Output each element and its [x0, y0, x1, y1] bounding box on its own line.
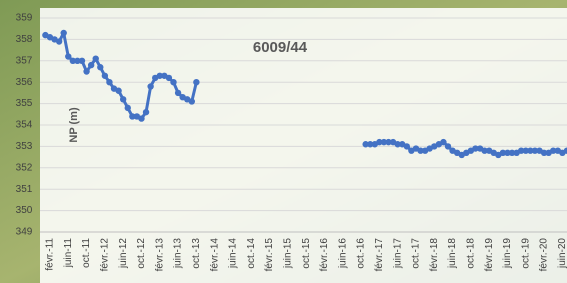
x-tick-label: févr.-13	[154, 238, 165, 272]
x-tick-label: juin-13	[173, 238, 184, 269]
x-tick-label: févr.-18	[429, 238, 440, 272]
point	[93, 55, 99, 61]
x-tick-label: oct.-19	[520, 238, 531, 269]
point	[125, 105, 131, 111]
x-tick-label: oct.-15	[301, 238, 312, 269]
x-tick-label: juin-15	[283, 238, 294, 269]
y-tick-label: 357	[16, 55, 33, 66]
annotation: 6009/44	[253, 39, 308, 56]
y-tick-label: 354	[16, 120, 33, 131]
point	[143, 109, 149, 115]
y-tick-label: 349	[16, 227, 33, 238]
point	[193, 79, 199, 85]
x-tick-label: oct.-18	[466, 238, 477, 269]
y-tick-label: 351	[16, 184, 33, 195]
y-tick-label: 358	[16, 34, 33, 45]
point	[115, 88, 121, 94]
chart: 6009/44 NP (m) 3493503513523533543553563…	[0, 0, 567, 283]
point	[106, 79, 112, 85]
x-tick-label: oct.-14	[246, 238, 257, 269]
point	[83, 68, 89, 74]
point	[138, 115, 144, 121]
point	[189, 98, 195, 104]
y-tick-label: 353	[16, 141, 33, 152]
y-tick-label: 355	[16, 98, 33, 109]
x-tick-label: févr.-12	[100, 238, 111, 272]
point	[97, 64, 103, 70]
x-tick-label: juin-11	[63, 238, 74, 269]
x-tick-label: juin-18	[447, 238, 458, 269]
x-tick-label: juin-14	[228, 238, 239, 269]
x-tick-label: févr.-17	[374, 238, 385, 272]
y-tick-label: 352	[16, 162, 33, 173]
x-tick-label: févr.-16	[319, 238, 330, 272]
point	[61, 30, 67, 36]
x-tick-label: oct.-12	[136, 238, 147, 269]
x-tick-label: oct.-13	[191, 238, 202, 269]
point	[102, 73, 108, 79]
x-tick-label: févr.-19	[484, 238, 495, 272]
x-tick-label: juin-20	[557, 238, 567, 269]
x-tick-label: févr.-20	[539, 238, 550, 272]
x-tick-label: juin-17	[392, 238, 403, 269]
point	[79, 58, 85, 64]
x-tick-label: oct.-17	[411, 238, 422, 269]
x-tick-label: févr.-11	[45, 238, 56, 271]
point	[88, 62, 94, 68]
point	[170, 79, 176, 85]
point	[56, 38, 62, 44]
x-tick-label: oct.-11	[81, 238, 92, 268]
x-tick-label: févr.-14	[209, 238, 220, 272]
y-tick-label: 359	[16, 13, 33, 24]
point	[120, 96, 126, 102]
x-tick-label: juin-16	[337, 238, 348, 269]
y-tick-label: 356	[16, 77, 33, 88]
x-tick-label: juin-19	[502, 238, 513, 269]
page: 6009/44 NP (m) 3493503513523533543553563…	[0, 0, 567, 283]
point	[147, 83, 153, 89]
y-tick-label: 350	[16, 205, 33, 216]
x-tick-label: oct.-16	[356, 238, 367, 269]
x-tick-label: juin-12	[118, 238, 129, 269]
x-tick-label: févr.-15	[264, 238, 275, 272]
